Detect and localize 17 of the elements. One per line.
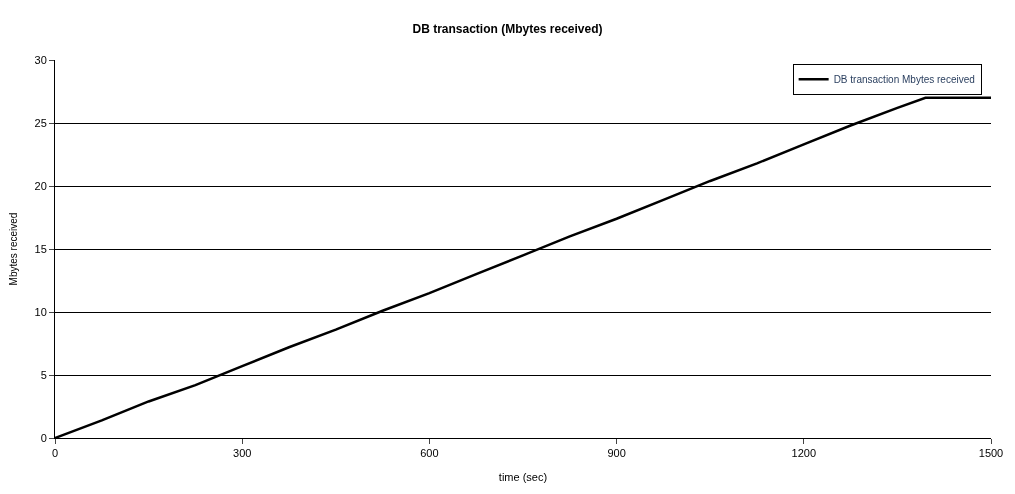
y-tick-label: 30 (34, 53, 47, 66)
x-tick-label: 1200 (791, 447, 817, 460)
legend-label: DB transaction Mbytes received (833, 74, 975, 86)
x-tick-label: 300 (233, 447, 252, 460)
x-tick-label: 0 (51, 447, 59, 460)
chart-title: DB transaction (Mbytes received) (412, 22, 603, 37)
x-axis-title: time (sec) (498, 471, 548, 484)
y-tick-label: 0 (40, 431, 47, 444)
y-tick-label: 5 (40, 368, 47, 381)
x-tick-label: 900 (607, 447, 626, 460)
y-axis-title: Mbytes received (7, 212, 19, 286)
x-tick-label: 600 (420, 447, 439, 460)
x-tick-label: 1500 (978, 447, 1004, 460)
y-tick-label: 20 (34, 179, 47, 192)
y-tick-label: 25 (34, 116, 47, 129)
y-tick-label: 15 (34, 242, 47, 255)
y-tick-label: 10 (34, 305, 47, 318)
